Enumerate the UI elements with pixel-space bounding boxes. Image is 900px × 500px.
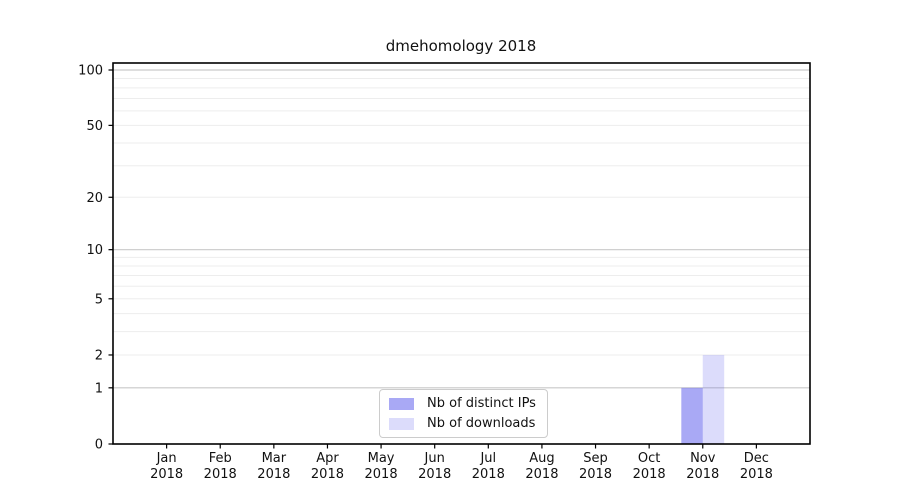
x-tick-label: Jun 2018 xyxy=(418,451,451,482)
legend-swatch-downloads xyxy=(389,417,414,430)
axis-layer: 0 1 2 5 10 20 50 100 Jan 2018 Feb 2018 Mar 2018 Apr 201… xyxy=(78,62,811,482)
x-tick-label: Mar 2018 xyxy=(257,451,290,482)
gridline-layer xyxy=(113,69,810,389)
y-tick-label: 0 xyxy=(95,438,103,453)
y-tick-label: 100 xyxy=(78,64,103,79)
bar-downloads xyxy=(702,354,725,444)
plot-border xyxy=(112,62,811,445)
bar-layer xyxy=(681,354,725,444)
legend-item-distinct-ips: Nb of distinct IPs xyxy=(389,395,538,411)
legend-item-downloads: Nb of downloads xyxy=(389,415,538,431)
y-tick-label: 1 xyxy=(95,381,103,396)
y-tick-label: 5 xyxy=(95,292,103,307)
y-tick-label: 2 xyxy=(95,348,103,363)
x-tick-label: Feb 2018 xyxy=(204,451,237,482)
chart-title: dmehomology 2018 xyxy=(386,37,537,55)
x-tick-label: Oct 2018 xyxy=(633,451,666,482)
y-tick-label: 50 xyxy=(86,119,103,134)
x-tick-label: May 2018 xyxy=(365,451,398,482)
x-tick-label: Apr 2018 xyxy=(311,451,344,482)
legend-label-distinct-ips: Nb of distinct IPs xyxy=(427,395,536,411)
y-tick-label: 20 xyxy=(86,191,103,206)
x-tick-label: Dec 2018 xyxy=(740,451,773,482)
x-tick-label: Jan 2018 xyxy=(150,451,183,482)
bar-distinct-ips xyxy=(681,387,703,444)
legend-swatch-distinct-ips xyxy=(389,397,414,410)
x-tick-label: Jul 2018 xyxy=(472,451,505,482)
legend-label-downloads: Nb of downloads xyxy=(427,415,536,431)
x-tick-label: Sep 2018 xyxy=(579,451,612,482)
x-tick-label: Nov 2018 xyxy=(686,451,719,482)
y-tick-label: 10 xyxy=(86,243,103,258)
chart-legend: Nb of distinct IPs Nb of downloads xyxy=(379,389,548,438)
x-tick-label: Aug 2018 xyxy=(525,451,558,482)
